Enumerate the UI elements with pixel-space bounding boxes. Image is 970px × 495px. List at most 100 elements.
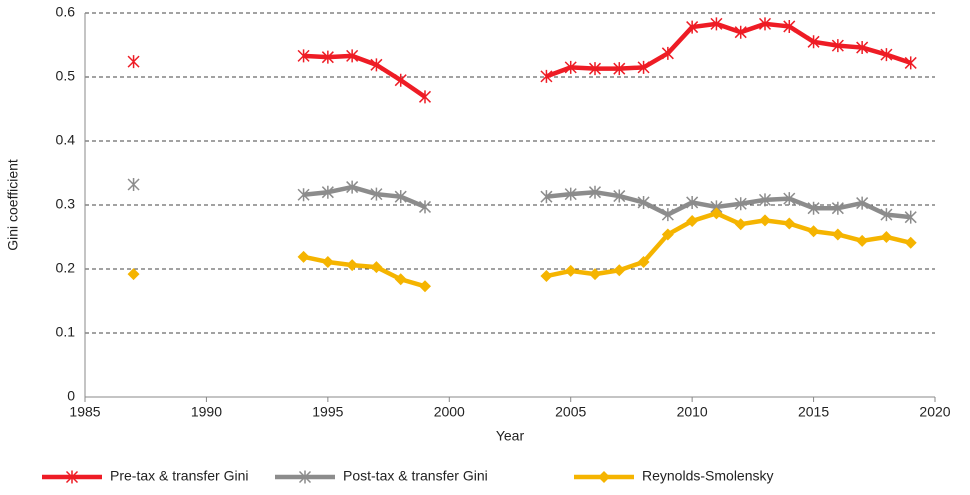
- marker-shape: [759, 214, 771, 227]
- series-line: [303, 211, 912, 289]
- legend-label: Post-tax & transfer Gini: [343, 468, 488, 484]
- marker: [807, 201, 820, 215]
- marker-shape: [297, 49, 310, 63]
- marker-shape: [686, 195, 699, 209]
- marker: [65, 470, 79, 484]
- marker-shape: [807, 201, 820, 215]
- marker-shape: [904, 236, 917, 249]
- marker: [598, 471, 610, 483]
- marker-shape: [564, 264, 577, 277]
- marker-shape: [831, 228, 844, 241]
- marker-shape: [588, 62, 602, 76]
- marker: [686, 215, 699, 227]
- marker: [807, 35, 820, 49]
- marker-shape: [831, 201, 844, 215]
- marker: [831, 201, 844, 215]
- x-tick-label: 2015: [798, 404, 829, 420]
- y-tick-label: 0.4: [56, 132, 76, 148]
- marker-shape: [613, 62, 626, 76]
- marker-shape: [637, 255, 650, 268]
- marker: [321, 50, 334, 64]
- marker-shape: [686, 215, 699, 227]
- marker: [418, 90, 432, 104]
- marker: [127, 178, 140, 192]
- marker: [759, 214, 771, 227]
- marker: [127, 268, 140, 281]
- marker: [370, 261, 383, 274]
- y-tick-label: 0: [67, 388, 75, 404]
- marker: [346, 180, 359, 194]
- marker: [540, 69, 553, 83]
- marker-shape: [370, 58, 383, 72]
- marker: [321, 255, 334, 268]
- marker: [637, 60, 650, 74]
- marker-shape: [589, 268, 601, 281]
- marker-shape: [734, 218, 747, 231]
- marker: [661, 208, 674, 222]
- marker: [686, 195, 699, 209]
- marker-shape: [370, 261, 383, 274]
- marker: [297, 188, 310, 202]
- marker: [856, 234, 869, 247]
- marker-shape: [783, 217, 796, 230]
- marker-shape: [598, 471, 610, 483]
- marker: [686, 20, 699, 34]
- marker-shape: [321, 50, 334, 64]
- marker: [540, 270, 553, 283]
- series-line: [303, 21, 912, 99]
- legend-label: Pre-tax & transfer Gini: [110, 468, 249, 484]
- marker: [419, 280, 431, 293]
- marker-shape: [880, 231, 893, 243]
- marker-shape: [710, 207, 723, 220]
- x-axis-label: Year: [496, 428, 525, 444]
- marker: [904, 210, 917, 224]
- marker-shape: [588, 185, 602, 199]
- marker-shape: [346, 259, 359, 272]
- x-tick-label: 2020: [919, 404, 950, 420]
- marker-shape: [394, 190, 407, 204]
- marker-shape: [734, 25, 747, 39]
- y-tick-label: 0.6: [56, 4, 76, 20]
- marker-shape: [710, 17, 723, 31]
- marker: [564, 187, 577, 201]
- marker: [783, 217, 796, 230]
- marker-shape: [831, 39, 844, 53]
- marker-shape: [686, 20, 699, 34]
- marker-shape: [540, 69, 553, 83]
- marker-shape: [758, 17, 772, 31]
- marker-shape: [856, 196, 869, 210]
- marker: [904, 236, 917, 249]
- marker-shape: [856, 234, 869, 247]
- y-tick-label: 0.2: [56, 260, 76, 276]
- marker-shape: [418, 90, 432, 104]
- marker-shape: [297, 250, 310, 263]
- marker: [734, 25, 747, 39]
- marker-shape: [394, 273, 407, 286]
- marker: [783, 192, 796, 206]
- marker-shape: [418, 200, 432, 214]
- marker-shape: [127, 55, 140, 69]
- x-tick-label: 2010: [677, 404, 708, 420]
- marker: [564, 60, 577, 74]
- marker-shape: [298, 470, 312, 484]
- marker-shape: [346, 180, 359, 194]
- marker-shape: [880, 208, 893, 222]
- marker: [904, 56, 917, 70]
- marker-shape: [540, 270, 553, 283]
- marker: [637, 255, 650, 268]
- y-tick-label: 0.5: [56, 68, 76, 84]
- marker: [297, 250, 310, 263]
- marker-shape: [637, 60, 650, 74]
- marker-shape: [127, 178, 140, 192]
- marker: [540, 190, 553, 204]
- marker-shape: [297, 188, 310, 202]
- marker: [418, 200, 432, 214]
- marker: [321, 185, 334, 199]
- marker-shape: [661, 228, 674, 241]
- marker: [856, 41, 869, 55]
- marker: [370, 187, 383, 201]
- marker-shape: [321, 255, 334, 268]
- marker: [807, 225, 820, 238]
- x-tick-label: 1995: [312, 404, 343, 420]
